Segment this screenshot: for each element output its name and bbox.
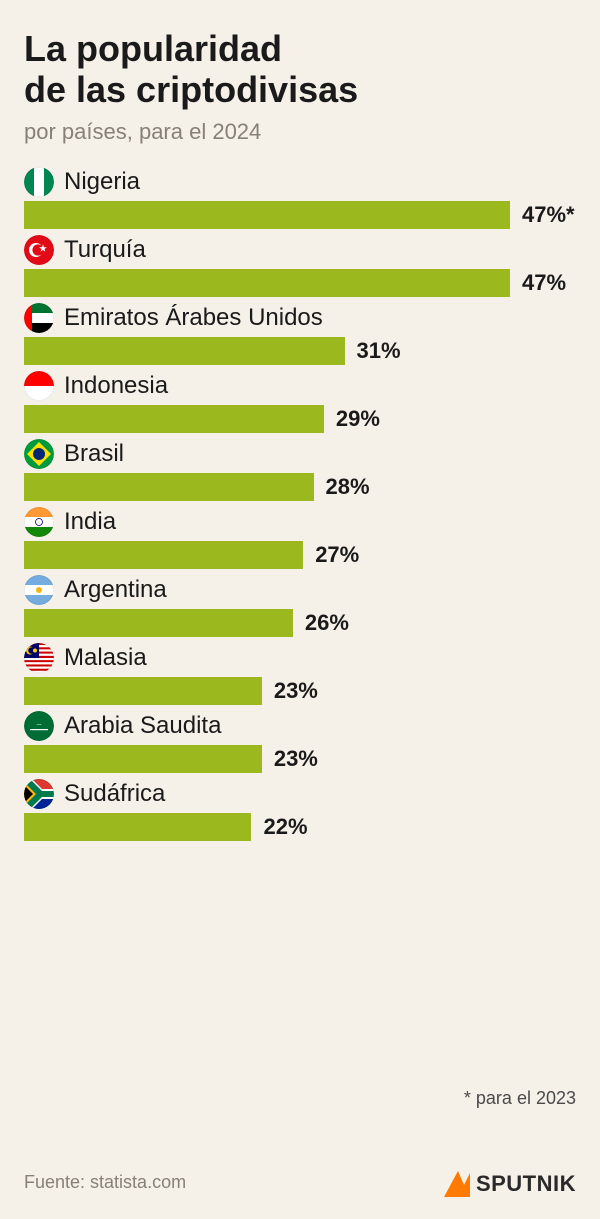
flag-icon: ـــ	[24, 711, 54, 741]
bar-value: 31%	[357, 338, 401, 364]
bar-fill	[24, 201, 510, 229]
country-name: Argentina	[64, 576, 167, 604]
country-name: Nigeria	[64, 168, 140, 196]
flag-icon	[24, 167, 54, 197]
title-line-1: La popularidad	[24, 28, 282, 69]
chart-subtitle: por países, para el 2024	[24, 119, 576, 145]
bar-track	[24, 405, 324, 433]
bar-line: 27%	[24, 541, 576, 569]
bar-chart: Nigeria 47%* Turquía 47% Emiratos Árabes…	[24, 167, 576, 841]
svg-text:ـــ: ـــ	[36, 722, 42, 727]
bar-track	[24, 813, 251, 841]
bar-track	[24, 541, 303, 569]
bar-row: ـــ Arabia Saudita 23%	[24, 711, 576, 773]
country-label-line: Nigeria	[24, 167, 576, 197]
country-label-line: Argentina	[24, 575, 576, 605]
bar-track	[24, 609, 293, 637]
bar-row: Brasil 28%	[24, 439, 576, 501]
bar-track	[24, 473, 314, 501]
country-label-line: Sudáfrica	[24, 779, 576, 809]
bar-line: 28%	[24, 473, 576, 501]
bar-row: Indonesia 29%	[24, 371, 576, 433]
brand-logo: SPUTNIK	[444, 1171, 576, 1197]
bar-track	[24, 745, 262, 773]
bar-track	[24, 269, 510, 297]
bar-value: 23%	[274, 746, 318, 772]
bar-row: Malasia 23%	[24, 643, 576, 705]
bar-fill	[24, 745, 262, 773]
title-line-2: de las criptodivisas	[24, 69, 358, 110]
bar-value: 47%*	[522, 202, 575, 228]
bar-fill	[24, 813, 251, 841]
bar-line: 26%	[24, 609, 576, 637]
country-name: Emiratos Árabes Unidos	[64, 304, 323, 332]
country-name: Indonesia	[64, 372, 168, 400]
country-label-line: India	[24, 507, 576, 537]
flag-icon	[24, 439, 54, 469]
sputnik-icon	[444, 1171, 470, 1197]
bar-fill	[24, 541, 303, 569]
bar-value: 29%	[336, 406, 380, 432]
country-name: Sudáfrica	[64, 780, 165, 808]
country-label-line: Malasia	[24, 643, 576, 673]
bar-line: 47%*	[24, 201, 576, 229]
bar-row: Turquía 47%	[24, 235, 576, 297]
bar-value: 26%	[305, 610, 349, 636]
country-name: Turquía	[64, 236, 146, 264]
flag-icon	[24, 643, 54, 673]
footnote: * para el 2023	[464, 1088, 576, 1109]
bar-line: 47%	[24, 269, 576, 297]
bar-fill	[24, 337, 345, 365]
country-name: Brasil	[64, 440, 124, 468]
bar-line: 23%	[24, 745, 576, 773]
bar-track	[24, 201, 510, 229]
country-label-line: Emiratos Árabes Unidos	[24, 303, 576, 333]
flag-icon	[24, 779, 54, 809]
bar-fill	[24, 609, 293, 637]
bar-value: 23%	[274, 678, 318, 704]
bar-track	[24, 337, 345, 365]
bar-track	[24, 677, 262, 705]
bar-fill	[24, 677, 262, 705]
bar-line: 29%	[24, 405, 576, 433]
bar-row: Argentina 26%	[24, 575, 576, 637]
bar-row: India 27%	[24, 507, 576, 569]
bar-value: 27%	[315, 542, 359, 568]
bar-row: Emiratos Árabes Unidos 31%	[24, 303, 576, 365]
country-label-line: Indonesia	[24, 371, 576, 401]
country-name: Arabia Saudita	[64, 712, 221, 740]
flag-icon	[24, 575, 54, 605]
flag-icon	[24, 303, 54, 333]
bar-fill	[24, 405, 324, 433]
country-label-line: ـــ Arabia Saudita	[24, 711, 576, 741]
chart-title: La popularidad de las criptodivisas	[24, 28, 576, 111]
source-label: Fuente: statista.com	[24, 1172, 186, 1193]
bar-value: 28%	[326, 474, 370, 500]
flag-icon	[24, 235, 54, 265]
bar-fill	[24, 473, 314, 501]
flag-icon	[24, 507, 54, 537]
country-label-line: Turquía	[24, 235, 576, 265]
country-name: India	[64, 508, 116, 536]
brand-name: SPUTNIK	[476, 1171, 576, 1197]
bar-row: Nigeria 47%*	[24, 167, 576, 229]
bar-line: 31%	[24, 337, 576, 365]
bar-row: Sudáfrica 22%	[24, 779, 576, 841]
bar-fill	[24, 269, 510, 297]
country-label-line: Brasil	[24, 439, 576, 469]
flag-icon	[24, 371, 54, 401]
bar-line: 22%	[24, 813, 576, 841]
bar-line: 23%	[24, 677, 576, 705]
country-name: Malasia	[64, 644, 147, 672]
bar-value: 47%	[522, 270, 566, 296]
bar-value: 22%	[263, 814, 307, 840]
